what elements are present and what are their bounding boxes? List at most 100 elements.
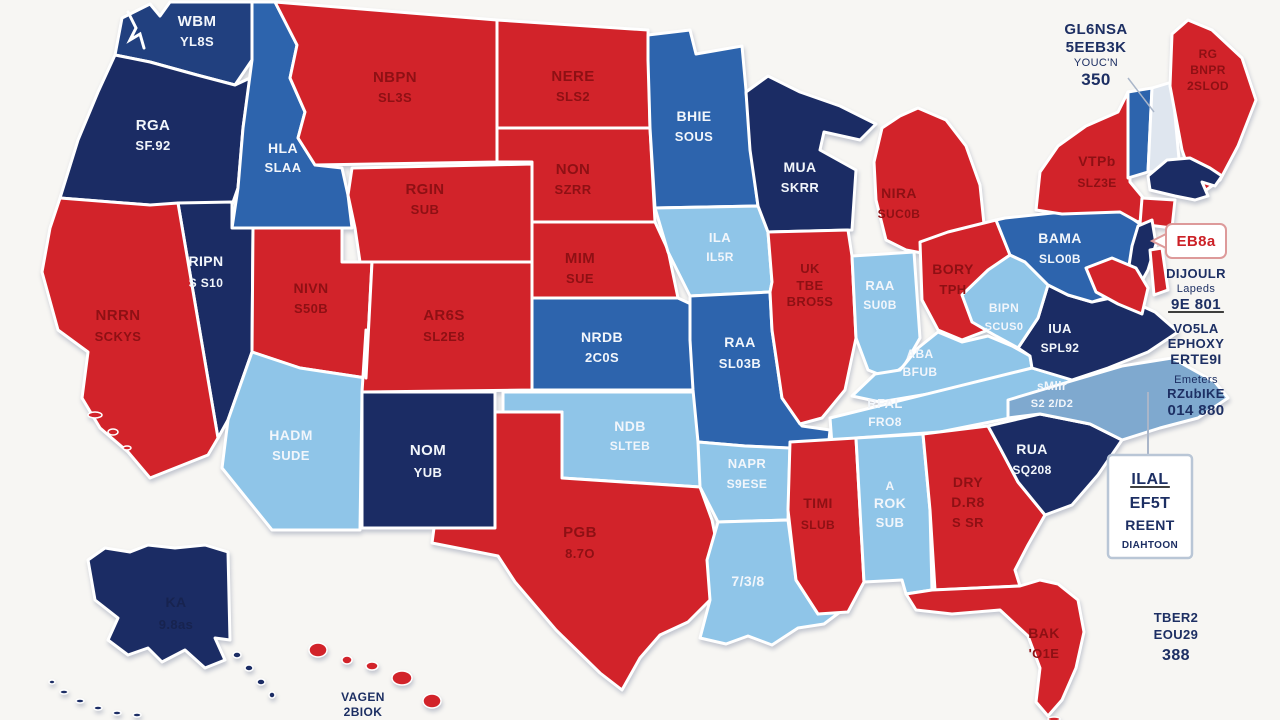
hawaii-island-5	[422, 693, 442, 709]
state-label-washington-line1: WBM	[178, 13, 217, 30]
state-label-arkansas-line1: NAPR	[728, 456, 767, 471]
state-label-california-line2: SCKYS	[95, 329, 142, 344]
state-label-michigan-line1: NIRA	[881, 185, 917, 201]
state-shape-north-carolina	[1006, 356, 1230, 442]
state-label-alaska-line2: 9.8as	[159, 617, 194, 632]
states-layer	[40, 0, 1258, 720]
callout-tag-text: EB8a	[1176, 233, 1215, 250]
state-label-alaska-line1: KA	[165, 594, 186, 610]
bottom-note-line1: TBER2	[1154, 610, 1199, 625]
state-label-colorado-line2: SL2E8	[423, 329, 465, 344]
state-label-south-carolina-line2: SQ208	[1012, 463, 1051, 477]
state-label-colorado-line1: AR6S	[423, 307, 465, 324]
state-label-west-virginia-line2: SCUS0	[985, 321, 1024, 333]
state-label-maine-line2: BNPR	[1190, 63, 1226, 77]
state-shape-nebraska	[530, 220, 680, 300]
state-label-montana-line1: NBPN	[373, 69, 417, 86]
state-label-arkansas-line2: S9ESE	[727, 477, 768, 491]
state-label-illinois-line3: BRO5S	[787, 294, 834, 309]
top-note-line1: GL6NSA	[1064, 21, 1127, 38]
alaska-panhandle-4	[268, 691, 276, 699]
alaska-panhandle-3	[256, 678, 266, 686]
info-box-line1: ILAL	[1131, 471, 1168, 488]
state-shape-illinois	[766, 228, 858, 426]
state-label-washington-line2: YL8S	[180, 34, 214, 49]
state-label-michigan-line2: SUC0B	[878, 207, 921, 221]
state-label-maine-line1: RG	[1199, 47, 1218, 61]
state-label-new-york-line2: SLZ3E	[1077, 176, 1116, 190]
state-label-florida-line1: BAK	[1028, 625, 1060, 641]
state-label-minnesota-line1: BHIE	[676, 108, 711, 124]
state-label-georgia-line2: D.R8	[951, 494, 985, 510]
state-label-kentucky-line2: BFUB	[903, 365, 938, 379]
state-label-utah-line2: S50B	[294, 301, 328, 316]
state-label-virginia-line2: SPL92	[1041, 341, 1080, 355]
state-label-north-dakota-line2: SLS2	[556, 89, 590, 104]
aleutian-3	[75, 698, 85, 704]
alaska-panhandle-2	[244, 664, 254, 672]
state-label-tennessee-line1: RFAL	[867, 396, 903, 411]
state-label-idaho-line2: SLAA	[265, 160, 302, 175]
state-label-wyoming-line2: SUB	[411, 202, 440, 217]
state-shape-new-mexico	[360, 390, 497, 530]
state-label-texas-line2: 8.7O	[565, 546, 595, 561]
hawaii-island-2	[341, 655, 353, 665]
state-shape-wyoming	[346, 162, 534, 264]
state-label-nebraska-line2: SUE	[566, 271, 594, 286]
state-label-new-york-line1: VTPb	[1078, 153, 1115, 169]
channel-island-3	[122, 445, 132, 451]
state-shape-delaware	[1148, 246, 1170, 297]
state-label-wisconsin-line1: MUA	[783, 159, 816, 175]
state-label-mississippi-line1: TIMI	[803, 495, 833, 511]
state-label-georgia-line1: DRY	[953, 474, 984, 490]
alaska-panhandle-1	[232, 651, 242, 659]
state-label-virginia-line1: IUA	[1048, 321, 1072, 336]
state-shape-wisconsin	[744, 74, 878, 234]
hawaii-island-4	[391, 670, 413, 686]
right-column-block2-line2: EPHOXY	[1168, 336, 1225, 351]
hawaii-island-1	[308, 642, 328, 658]
state-label-maine-line3: 2SLOD	[1187, 79, 1229, 93]
puget-sound-inlet	[126, 10, 146, 50]
state-label-georgia-line3: S SR	[952, 515, 984, 530]
state-label-california-line1: NRRN	[96, 307, 141, 324]
aleutian-1	[48, 679, 56, 685]
channel-island-1	[87, 411, 103, 419]
state-label-iowa-line1: ILA	[709, 230, 731, 245]
right-column-block3-line3: 014 880	[1167, 402, 1224, 419]
top-note-line2: 5EEB3K	[1066, 39, 1127, 56]
info-box-line2: EF5T	[1130, 495, 1171, 512]
state-label-louisiana-line1: 7/3/8	[731, 573, 764, 589]
state-label-north-carolina-line2: S2 2/D2	[1031, 398, 1074, 410]
state-label-iowa-line2: IL5R	[706, 250, 734, 264]
state-label-illinois-line2: TBE	[796, 278, 823, 293]
aleutian-5	[112, 710, 122, 716]
state-label-indiana-line1: RAA	[865, 278, 895, 293]
state-label-illinois-line1: UK	[800, 261, 820, 276]
channel-island-2	[107, 428, 119, 436]
state-label-south-carolina-line1: RUA	[1016, 441, 1048, 457]
state-label-nevada-line1: RIPN	[188, 253, 223, 269]
aleutian-2	[59, 689, 69, 695]
info-box	[1106, 453, 1194, 560]
info-box-line3: REENT	[1125, 517, 1174, 533]
top-note-pointer	[1127, 77, 1155, 113]
state-label-alabama-line3: SUB	[876, 515, 905, 530]
state-label-utah-line1: NIVN	[293, 280, 328, 296]
right-column-block3-line2: RZubIKE	[1167, 386, 1225, 401]
state-label-west-virginia-line1: BIPN	[989, 301, 1019, 315]
state-label-ohio-line1: BORY	[932, 261, 974, 277]
hawaii-note-line1: VAGEN	[341, 690, 385, 704]
state-label-wisconsin-line2: SKRR	[781, 180, 820, 195]
state-label-arizona-line2: SUDE	[272, 448, 310, 463]
hawaii-island-3	[365, 661, 379, 671]
state-label-pennsylvania-line1: BAMA	[1038, 230, 1082, 246]
state-shape-west-virginia	[960, 253, 1050, 350]
state-label-kentucky-line1: ABA	[906, 347, 933, 361]
top-note-line4: 350	[1081, 70, 1111, 89]
state-shape-alaska	[86, 543, 232, 670]
state-shape-colorado	[360, 260, 534, 394]
state-label-missouri-line1: RAA	[724, 334, 756, 350]
